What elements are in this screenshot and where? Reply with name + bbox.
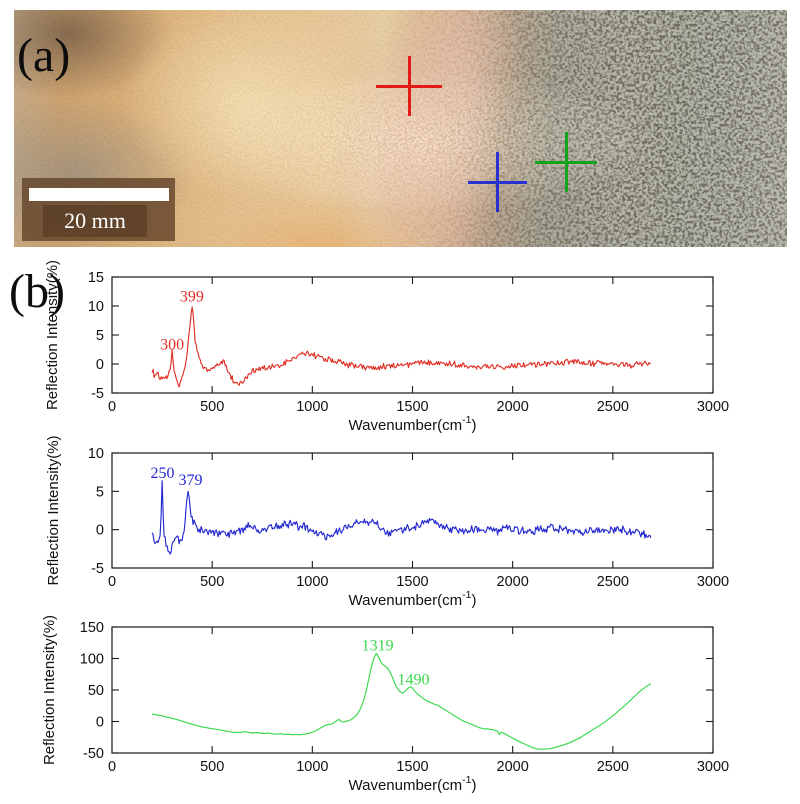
green-cross-marker	[564, 132, 568, 192]
spectrum-plot-red-spectrum: 0 500 1000 1500 2000 2500 3000-5051015Reflecti…	[44, 260, 729, 434]
peak-label-1319: 1319	[362, 637, 394, 654]
y-axis-label: Reflection Intensity(%)	[44, 260, 61, 410]
x-tick-label: 2000	[497, 399, 529, 415]
x-tick-label: 1000	[296, 759, 328, 775]
x-tick-label: 500	[200, 574, 224, 590]
y-tick-label: -5	[91, 561, 104, 577]
blue-spectrum-line	[151, 480, 652, 555]
chart-red-spectrum: 0 500 1000 1500 2000 2500 3000 -5 0 5 10 15 Reflecti…	[0, 260, 800, 435]
panel-a-label: (a)	[17, 29, 71, 82]
x-tick-label: 2500	[597, 574, 629, 590]
x-axis-label: Wavenumber(cm-1)	[349, 589, 477, 609]
scale-bar-line	[29, 188, 169, 201]
x-tick-label: 0	[108, 574, 116, 590]
x-tick-label: 2000	[497, 759, 529, 775]
x-tick-label: 2500	[597, 759, 629, 775]
x-tick-label: 2000	[497, 574, 529, 590]
y-tick-label: 0	[96, 715, 104, 731]
peak-label-300: 300	[160, 336, 184, 353]
x-tick-label: 2500	[597, 399, 629, 415]
panel-b-label: (b)	[9, 265, 65, 318]
plot-frame	[111, 452, 714, 569]
y-tick-label: 100	[80, 652, 104, 668]
y-tick-label: 5	[96, 328, 104, 344]
peak-label-1490: 1490	[398, 671, 430, 688]
y-tick-label: 150	[80, 620, 104, 636]
x-tick-label: 1000	[296, 574, 328, 590]
x-tick-label: 1500	[396, 399, 428, 415]
red-cross-marker	[407, 56, 411, 116]
y-tick-label: 10	[88, 299, 104, 315]
y-tick-label: 50	[88, 683, 104, 699]
micrograph-panel: 20 mm	[14, 10, 787, 247]
peak-label-379: 379	[179, 472, 203, 489]
x-tick-label: 1500	[396, 574, 428, 590]
x-tick-label: 3000	[697, 399, 729, 415]
y-tick-label: 5	[96, 484, 104, 500]
blue-cross-marker	[495, 152, 499, 212]
red-spectrum-line	[151, 306, 652, 388]
scale-bar-label-box: 20 mm	[43, 205, 147, 237]
y-tick-label: 0	[96, 357, 104, 373]
x-tick-label: 1000	[296, 399, 328, 415]
x-axis-label: Wavenumber(cm-1)	[349, 774, 477, 794]
peak-label-250: 250	[150, 465, 174, 482]
spectrum-plot-blue-spectrum: 0 500 1000 1500 2000 2500 3000-50510Reflection…	[45, 435, 729, 609]
x-tick-label: 0	[108, 399, 116, 415]
y-axis-label: Reflection Intensity(%)	[45, 435, 62, 585]
chart-green-spectrum: 0 500 1000 1500 2000 2500 3000 -50 0 50 100 150 Refl…	[0, 610, 800, 804]
plot-frame	[111, 626, 714, 754]
x-tick-label: 500	[200, 759, 224, 775]
x-tick-label: 1500	[396, 759, 428, 775]
y-tick-label: 0	[96, 523, 104, 539]
y-tick-label: -50	[83, 746, 104, 762]
y-tick-label: 10	[88, 446, 104, 462]
y-axis-label: Reflection Intensity(%)	[41, 615, 58, 765]
chart-blue-spectrum: 0 500 1000 1500 2000 2500 3000 -5 0 5 10 Reflection…	[0, 435, 800, 610]
green-spectrum-line	[151, 652, 652, 750]
y-tick-label: -5	[91, 386, 104, 402]
x-axis-label: Wavenumber(cm-1)	[349, 414, 477, 434]
x-tick-label: 500	[200, 399, 224, 415]
spectrum-plot-green-spectrum: 0 500 1000 1500 2000 2500 3000-50050100150Refl…	[41, 615, 729, 794]
x-tick-label: 0	[108, 759, 116, 775]
y-tick-label: 15	[88, 270, 104, 286]
x-tick-label: 3000	[697, 759, 729, 775]
scale-bar: 20 mm	[22, 178, 175, 241]
x-tick-label: 3000	[697, 574, 729, 590]
peak-label-399: 399	[180, 289, 204, 306]
scale-bar-label: 20 mm	[64, 208, 126, 233]
